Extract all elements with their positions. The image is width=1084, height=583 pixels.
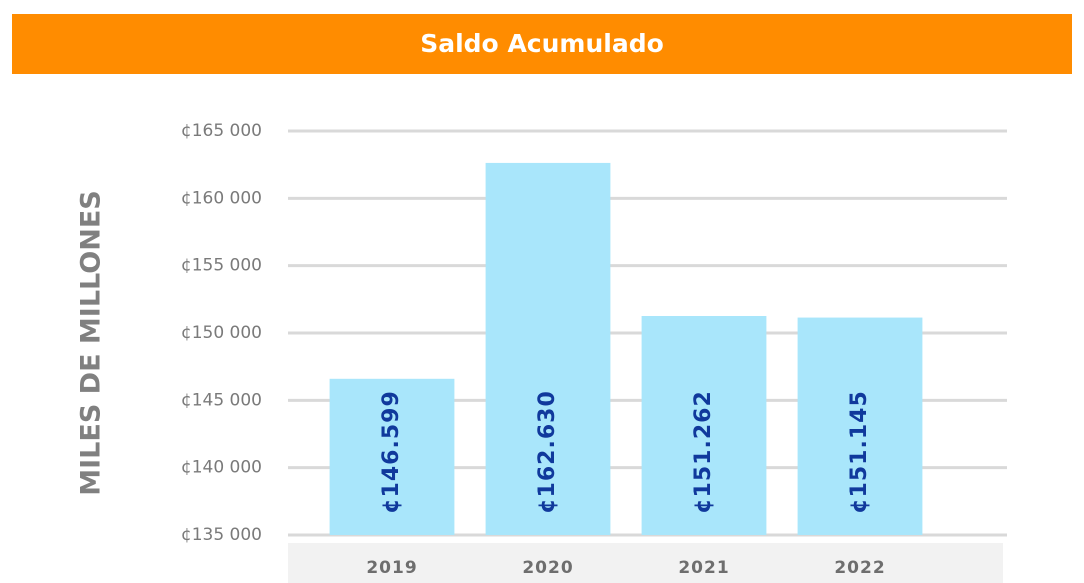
- y-tick-label: ¢145 000: [181, 390, 262, 410]
- bar: [485, 162, 611, 535]
- y-axis-title: MILES DE MILLONES: [76, 190, 107, 495]
- x-tick-label: 2020: [522, 558, 573, 578]
- y-tick-label: ¢160 000: [181, 188, 262, 208]
- bar: [329, 378, 455, 535]
- x-axis-band: [288, 543, 1003, 583]
- y-tick-label: ¢150 000: [181, 323, 262, 343]
- value-label: ¢151.145: [847, 390, 872, 514]
- y-tick-label: ¢140 000: [181, 458, 262, 478]
- x-tick-label: 2021: [678, 558, 729, 578]
- value-label: ¢162.630: [535, 390, 560, 514]
- chart-title: Saldo Acumulado: [420, 29, 664, 58]
- y-tick-label: ¢165 000: [181, 121, 262, 141]
- bar: [797, 317, 923, 535]
- y-tick-label: ¢155 000: [181, 256, 262, 276]
- value-label: ¢146.599: [379, 390, 404, 514]
- bar: [641, 316, 767, 535]
- value-label: ¢151.262: [691, 390, 716, 514]
- x-tick-label: 2022: [834, 558, 885, 578]
- y-tick-label: ¢135 000: [181, 525, 262, 545]
- title-bar: [12, 14, 1072, 74]
- x-tick-label: 2019: [366, 558, 417, 578]
